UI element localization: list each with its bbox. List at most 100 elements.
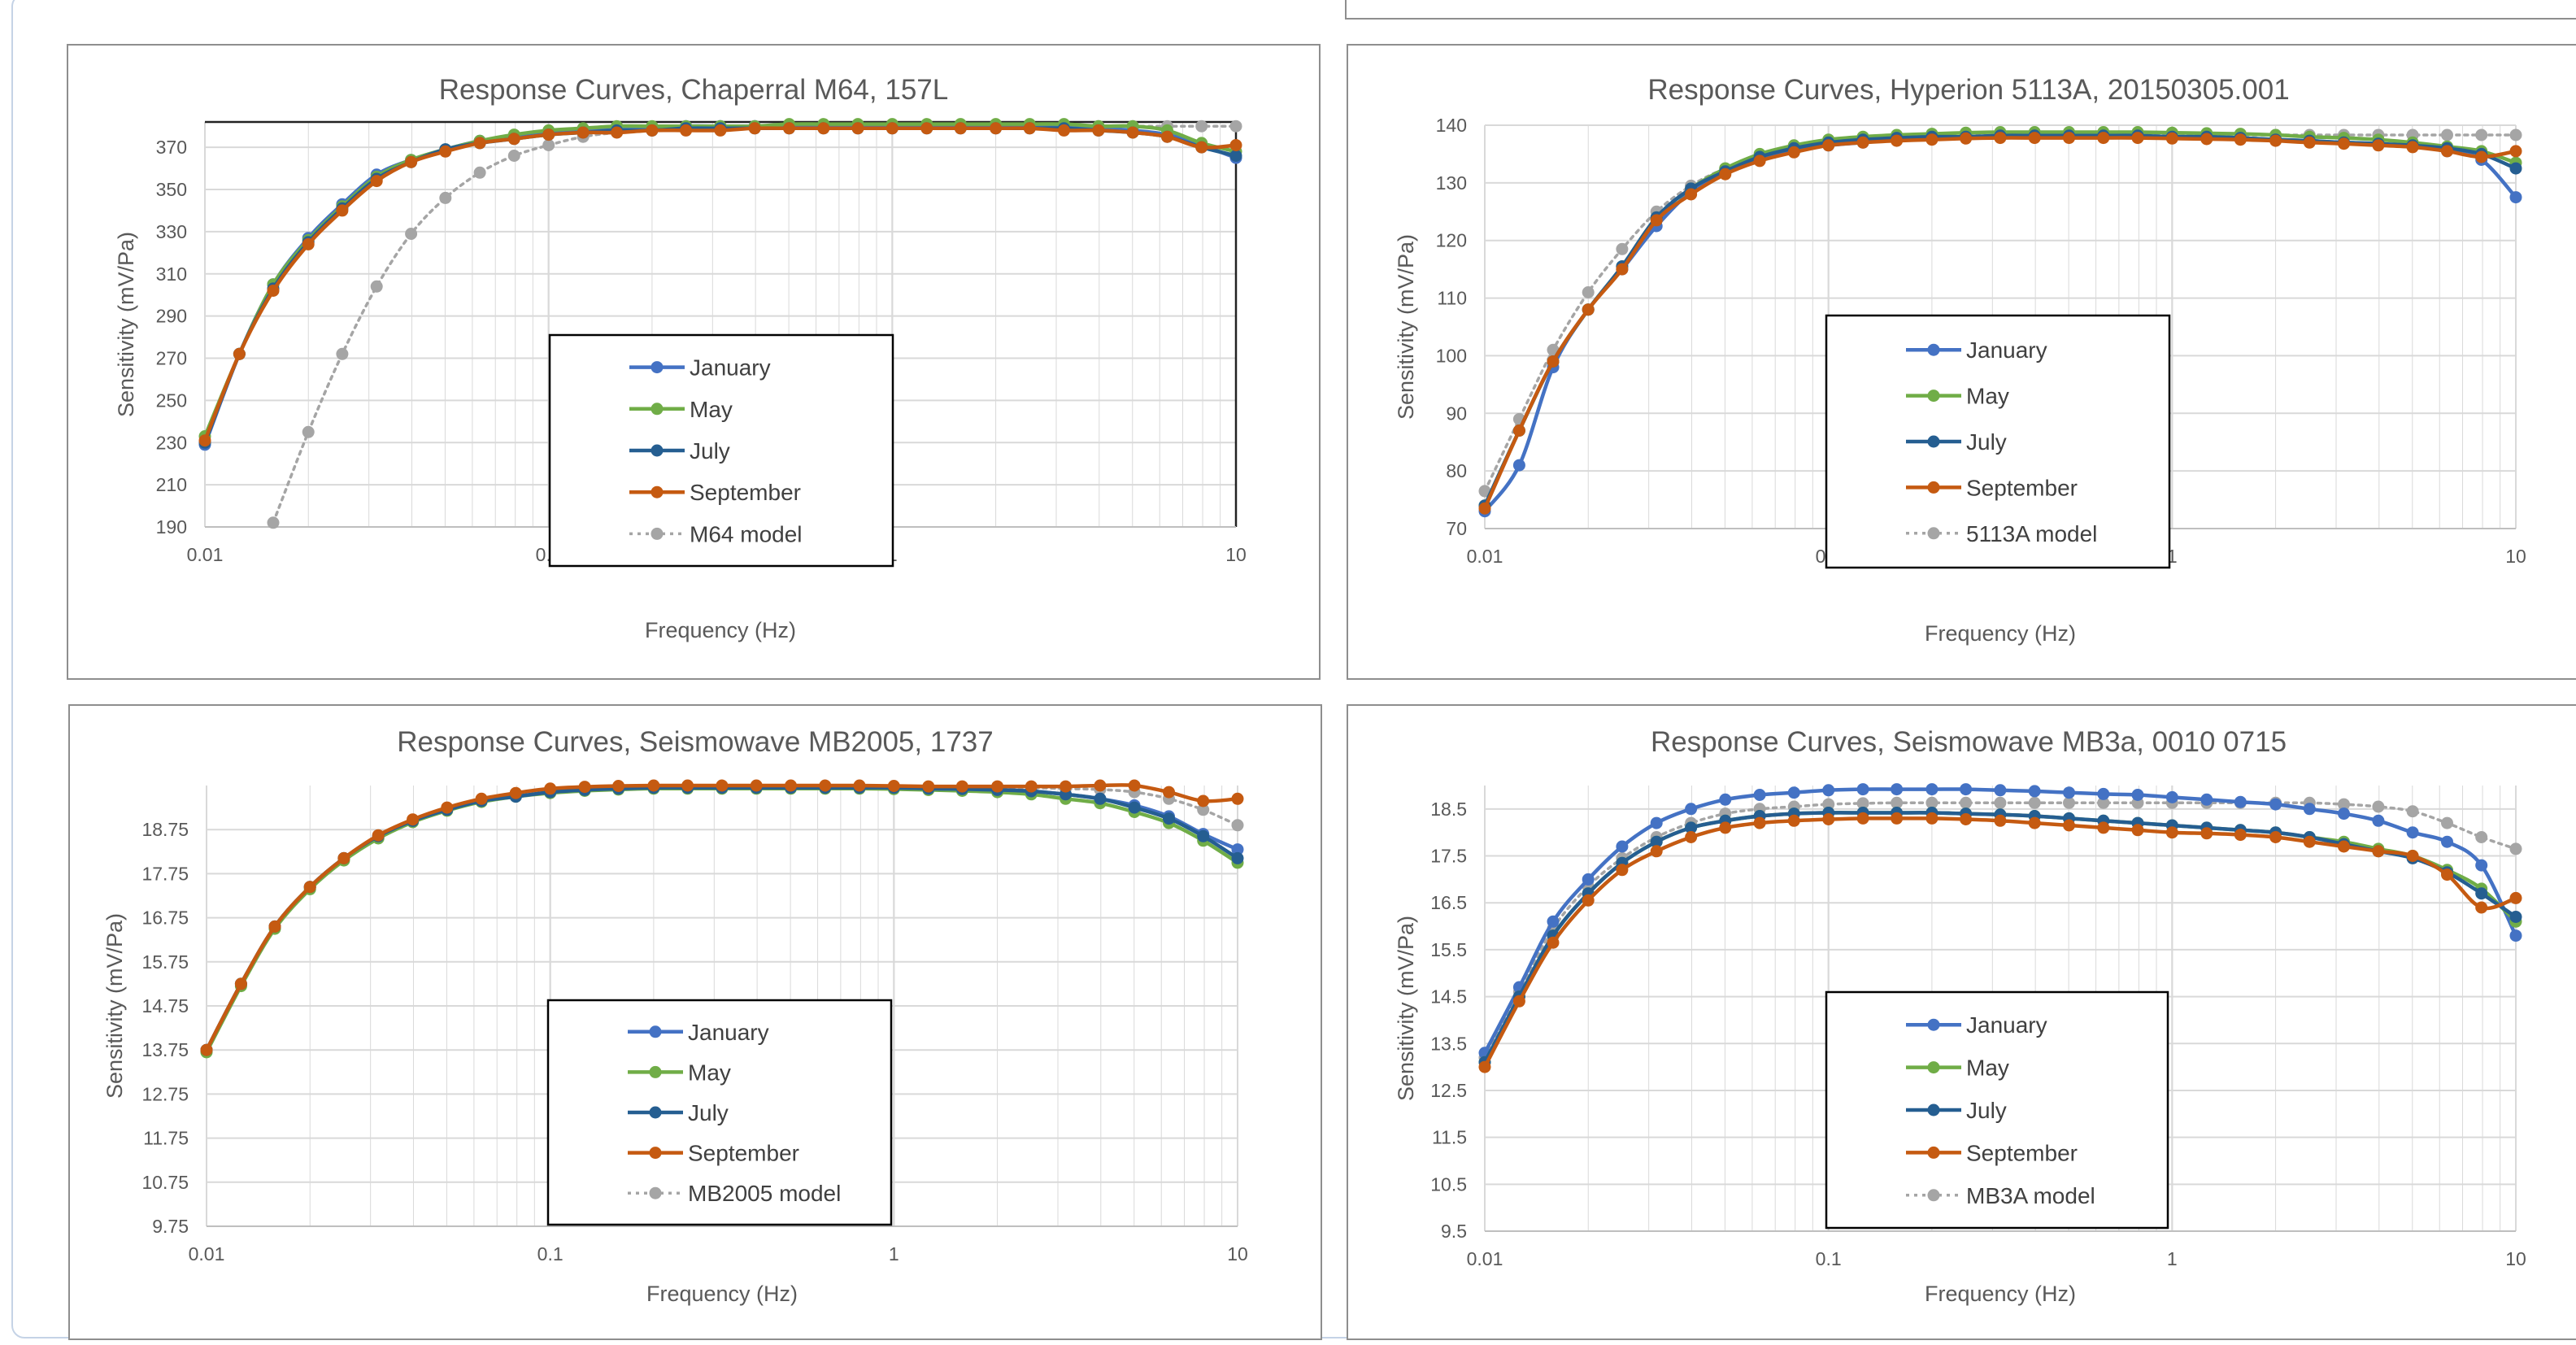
legend-label: January — [1966, 1012, 2047, 1038]
data-point — [1023, 122, 1036, 135]
legend-swatch-marker — [1927, 1018, 1940, 1031]
legend-swatch-marker — [651, 361, 664, 374]
y-tick-label: 18.5 — [1430, 799, 1467, 820]
series-september[interactable] — [1478, 812, 2522, 1073]
data-point — [2406, 826, 2419, 839]
legend-label: July — [1966, 429, 2007, 455]
chart-svg: Response Curves, Seismowave MB2005, 1737… — [102, 726, 1248, 1306]
x-tick-label: 0.1 — [537, 1243, 564, 1264]
data-point — [2509, 128, 2522, 141]
data-point — [1231, 792, 1244, 805]
data-point — [1960, 813, 1973, 825]
series-september[interactable] — [1478, 132, 2522, 515]
data-point — [2131, 132, 2144, 145]
data-point — [1925, 783, 1939, 796]
legend-swatch-marker — [1927, 481, 1940, 494]
data-point — [200, 1043, 213, 1056]
data-point — [1478, 1060, 1491, 1073]
data-point — [1685, 188, 1698, 201]
chart-frame-partial — [1345, 0, 2576, 20]
data-point — [2131, 789, 2144, 801]
data-point — [1231, 843, 1244, 856]
legend-swatch-marker — [1927, 1103, 1940, 1116]
data-point — [2509, 191, 2522, 204]
legend-swatch-marker — [1927, 390, 1940, 403]
x-axis-label: Frequency (Hz) — [645, 618, 796, 642]
data-point — [2475, 859, 2488, 872]
legend-swatch-marker — [649, 1147, 662, 1160]
data-point — [853, 779, 866, 792]
data-point — [1994, 796, 2007, 809]
legend-swatch-marker — [1927, 527, 1940, 540]
data-point — [1512, 424, 1525, 437]
data-point — [2509, 911, 2522, 923]
chart-title: Response Curves, Chaperral M64, 157L — [439, 74, 948, 106]
chart-panel-hyperion-5113a[interactable]: Response Curves, Hyperion 5113A, 2015030… — [1347, 44, 2576, 680]
data-point — [2338, 807, 2350, 820]
chart-svg: Response Curves, Hyperion 5113A, 2015030… — [1394, 74, 2526, 646]
data-point — [1197, 829, 1210, 842]
data-point — [2028, 785, 2041, 798]
data-point — [1058, 124, 1070, 137]
data-point — [1163, 812, 1175, 825]
data-point — [370, 280, 383, 293]
legend-label: May — [1966, 1056, 2009, 1081]
legend-box — [546, 999, 893, 1226]
data-point — [2028, 796, 2041, 809]
data-point — [1094, 779, 1107, 792]
x-axis-label: Frequency (Hz) — [1925, 621, 2076, 646]
data-point — [2475, 150, 2488, 163]
legend: January May July September 5113A model — [1825, 314, 2171, 569]
data-point — [302, 237, 315, 250]
y-tick-label: 230 — [156, 432, 187, 453]
data-point — [611, 126, 624, 139]
data-point — [542, 139, 555, 151]
y-tick-label: 310 — [156, 263, 187, 285]
x-tick-label: 10 — [1227, 1243, 1248, 1264]
data-point — [268, 920, 281, 933]
data-point — [1787, 786, 1800, 799]
series-september[interactable] — [198, 122, 1242, 447]
y-tick-label: 14.75 — [141, 995, 189, 1016]
x-axis-label: Frequency (Hz) — [646, 1282, 798, 1306]
chart-svg: Response Curves, Chaperral M64, 157L Fre… — [114, 74, 1247, 642]
series-september[interactable] — [200, 779, 1244, 1056]
data-point — [2372, 845, 2385, 858]
x-tick-label: 0.1 — [1816, 1248, 1842, 1269]
legend-label: July — [688, 1100, 729, 1125]
y-tick-label: 17.5 — [1430, 846, 1467, 867]
legend-swatch-marker — [1927, 343, 1940, 356]
y-tick-label: 15.5 — [1430, 939, 1467, 960]
chart-panel-seismowave-mb3a[interactable]: Response Curves, Seismowave MB3a, 0010 0… — [1347, 704, 2576, 1340]
x-tick-label: 10 — [2505, 546, 2526, 567]
data-point — [886, 122, 899, 135]
data-point — [337, 851, 350, 864]
y-tick-label: 70 — [1446, 518, 1467, 539]
series-january[interactable] — [1478, 783, 2522, 1060]
data-point — [544, 782, 557, 795]
data-point — [303, 881, 316, 894]
y-tick-label: 14.5 — [1430, 986, 1467, 1008]
data-point — [2406, 850, 2419, 862]
data-point — [887, 780, 900, 792]
data-point — [439, 191, 452, 204]
legend-swatch-marker — [651, 444, 664, 457]
data-point — [2303, 835, 2316, 848]
data-point — [1161, 130, 1173, 143]
data-point — [2063, 796, 2075, 809]
data-point — [1229, 120, 1242, 133]
data-point — [1925, 796, 1939, 809]
chart-panel-seismowave-mb2005[interactable]: Response Curves, Seismowave MB2005, 1737… — [68, 704, 1322, 1340]
y-tick-label: 250 — [156, 390, 187, 411]
legend-box — [1825, 314, 2171, 569]
legend-swatch-marker — [1927, 1146, 1940, 1159]
data-point — [748, 122, 761, 135]
data-point — [1195, 141, 1208, 154]
data-point — [234, 977, 247, 990]
x-tick-label: 0.01 — [189, 1243, 225, 1264]
data-point — [954, 122, 967, 135]
data-point — [2475, 901, 2488, 914]
data-point — [1719, 821, 1732, 834]
chart-panel-chaperral-m64[interactable]: Response Curves, Chaperral M64, 157L Fre… — [67, 44, 1321, 680]
data-point — [2028, 132, 2041, 145]
